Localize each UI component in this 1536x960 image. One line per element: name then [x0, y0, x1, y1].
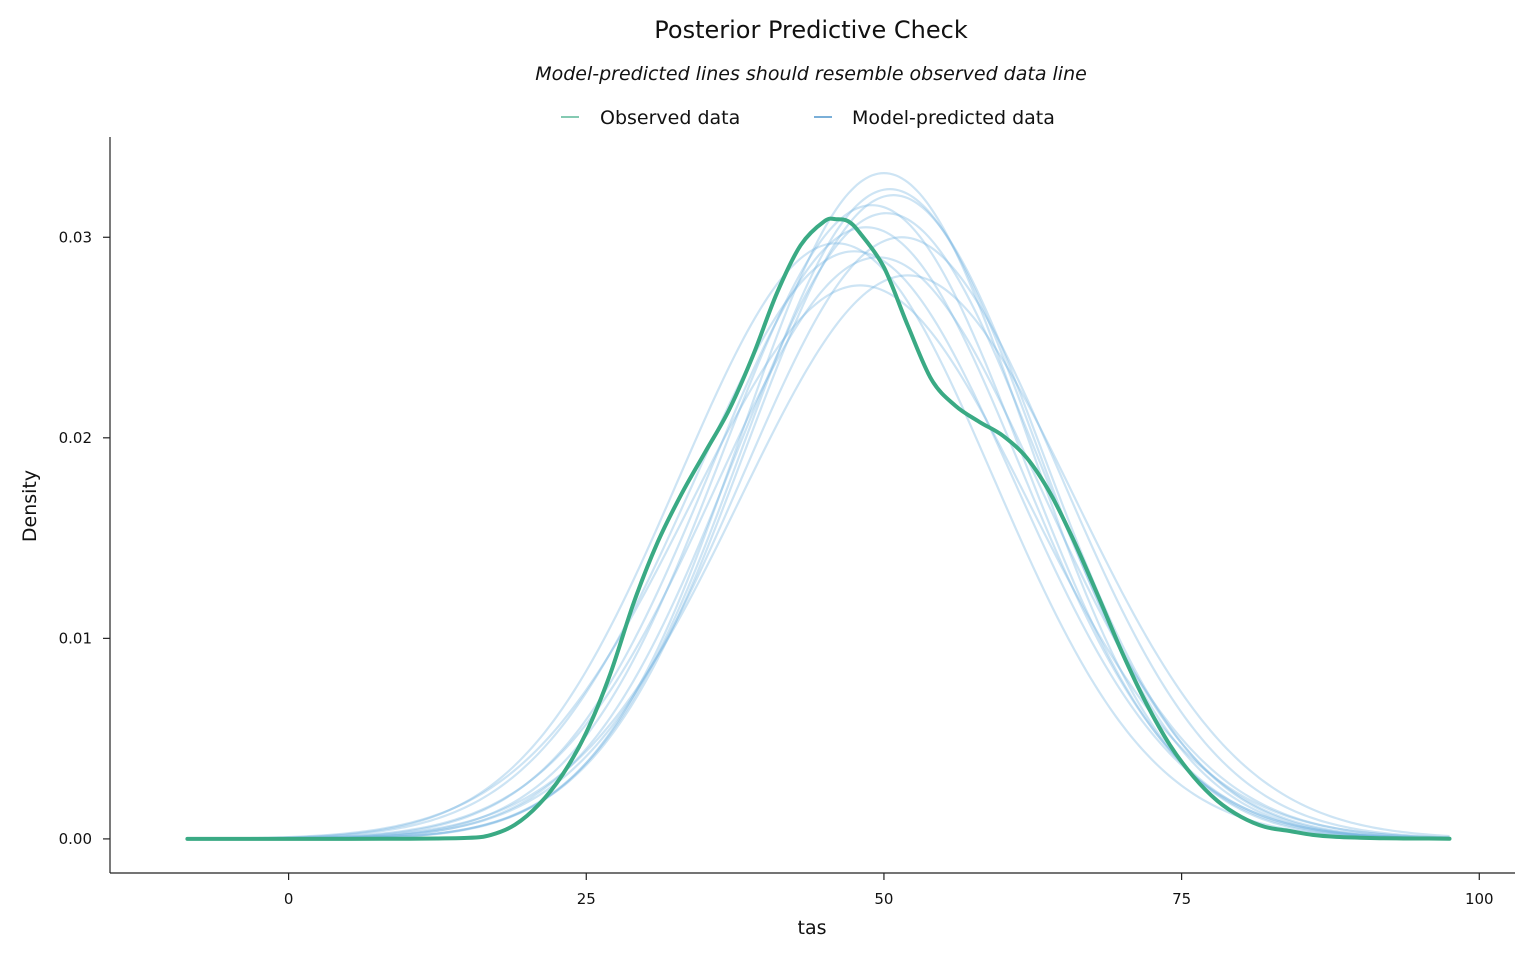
y-tick-label: 0.01 — [59, 629, 92, 647]
predicted-line — [187, 204, 1450, 840]
predicted-line — [187, 194, 1450, 841]
y-tick-label: 0.00 — [59, 830, 92, 848]
predicted-line — [187, 274, 1450, 840]
chart-subtitle: Model-predicted lines should resemble ob… — [535, 63, 1087, 85]
y-ticks: 0.00 0.01 0.02 0.03 — [59, 228, 110, 848]
chart-title: Posterior Predictive Check — [654, 16, 968, 44]
predicted-line — [187, 284, 1450, 840]
predicted-line — [187, 242, 1450, 840]
predicted-lines — [187, 171, 1450, 841]
x-tick-label: 25 — [577, 890, 596, 908]
predicted-line — [187, 250, 1450, 840]
predicted-line — [187, 212, 1450, 840]
x-tick-label: 100 — [1465, 890, 1494, 908]
x-tick-label: 0 — [284, 890, 294, 908]
legend: Observed data Model-predicted data — [561, 107, 1055, 129]
predicted-line — [187, 236, 1450, 840]
y-tick-label: 0.02 — [59, 429, 92, 447]
y-tick-label: 0.03 — [59, 228, 92, 246]
legend-label-observed: Observed data — [600, 107, 740, 129]
predicted-line — [187, 226, 1450, 840]
observed-line — [185, 216, 1452, 841]
predicted-line — [187, 256, 1450, 840]
observed-lines — [185, 216, 1452, 841]
predicted-line — [187, 188, 1450, 841]
x-tick-label: 50 — [874, 890, 893, 908]
x-ticks: 0 25 50 75 100 — [284, 873, 1494, 908]
y-axis-label: Density — [19, 470, 41, 542]
x-axis-label: tas — [798, 917, 827, 939]
x-tick-label: 75 — [1172, 890, 1191, 908]
legend-label-predicted: Model-predicted data — [852, 107, 1055, 129]
plot-area — [185, 171, 1452, 841]
